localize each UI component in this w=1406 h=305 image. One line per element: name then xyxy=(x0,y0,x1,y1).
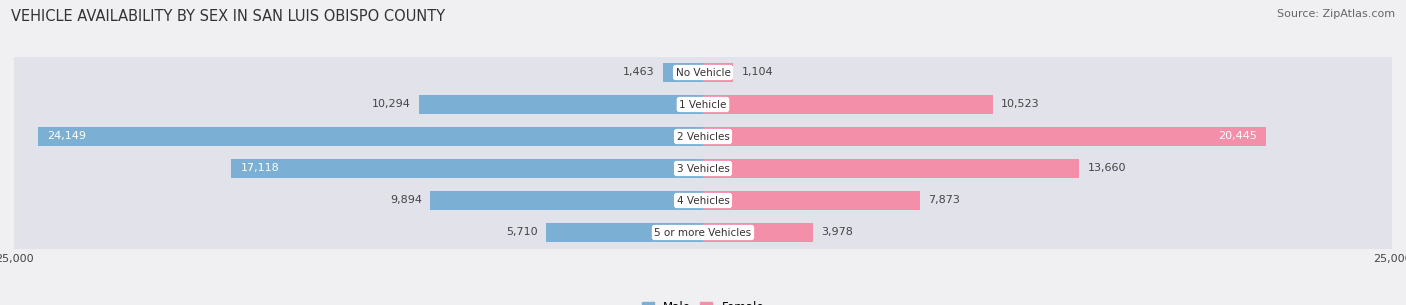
Text: 1 Vehicle: 1 Vehicle xyxy=(679,99,727,109)
Bar xyxy=(14,88,1392,120)
Bar xyxy=(14,152,1392,185)
Bar xyxy=(546,223,703,242)
Text: 7,873: 7,873 xyxy=(928,196,960,206)
Bar xyxy=(430,191,703,210)
Text: 2 Vehicles: 2 Vehicles xyxy=(676,131,730,142)
Text: Source: ZipAtlas.com: Source: ZipAtlas.com xyxy=(1277,9,1395,19)
Bar xyxy=(14,217,1392,249)
Text: 5 or more Vehicles: 5 or more Vehicles xyxy=(654,228,752,238)
Text: 1,463: 1,463 xyxy=(623,67,654,77)
Text: No Vehicle: No Vehicle xyxy=(675,67,731,77)
Text: 10,294: 10,294 xyxy=(373,99,411,109)
Text: 5,710: 5,710 xyxy=(506,228,537,238)
Text: 13,660: 13,660 xyxy=(1088,163,1126,174)
Bar xyxy=(14,185,1392,217)
Text: 24,149: 24,149 xyxy=(48,131,86,142)
Text: 1,104: 1,104 xyxy=(742,67,773,77)
Text: 3 Vehicles: 3 Vehicles xyxy=(676,163,730,174)
Bar xyxy=(703,191,920,210)
Text: VEHICLE AVAILABILITY BY SEX IN SAN LUIS OBISPO COUNTY: VEHICLE AVAILABILITY BY SEX IN SAN LUIS … xyxy=(11,9,446,24)
Bar xyxy=(662,63,703,82)
Text: 4 Vehicles: 4 Vehicles xyxy=(676,196,730,206)
Bar xyxy=(703,95,993,114)
Bar xyxy=(14,120,1392,152)
Bar xyxy=(703,159,1080,178)
Bar xyxy=(419,95,703,114)
Text: 10,523: 10,523 xyxy=(1001,99,1040,109)
Bar xyxy=(703,223,813,242)
Bar xyxy=(703,127,1267,146)
Text: 17,118: 17,118 xyxy=(240,163,280,174)
Bar xyxy=(703,63,734,82)
Bar xyxy=(14,56,1392,88)
Bar xyxy=(38,127,703,146)
Text: 20,445: 20,445 xyxy=(1218,131,1257,142)
Bar xyxy=(231,159,703,178)
Legend: Male, Female: Male, Female xyxy=(637,296,769,305)
Text: 9,894: 9,894 xyxy=(389,196,422,206)
Text: 3,978: 3,978 xyxy=(821,228,853,238)
